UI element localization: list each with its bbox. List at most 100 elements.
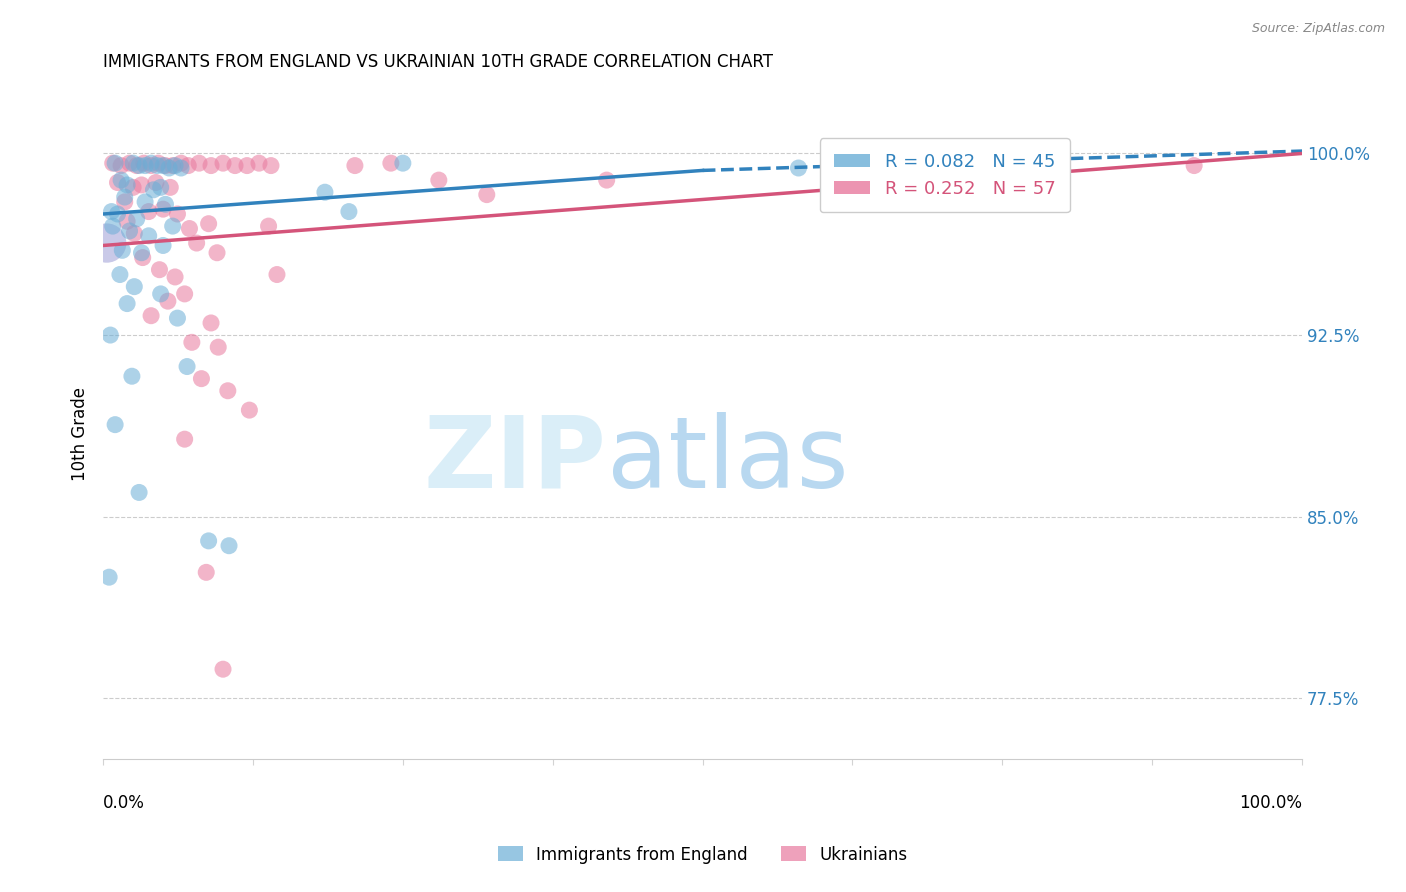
Point bbox=[98, 570, 121, 584]
Point bbox=[149, 286, 172, 301]
Point bbox=[207, 340, 229, 354]
Point bbox=[107, 207, 129, 221]
Point bbox=[427, 173, 450, 187]
Point bbox=[787, 161, 810, 175]
Point bbox=[195, 566, 218, 580]
Point bbox=[128, 485, 150, 500]
Point bbox=[157, 161, 180, 175]
Point bbox=[212, 156, 235, 170]
Text: atlas: atlas bbox=[606, 412, 848, 508]
Legend: R = 0.082   N = 45, R = 0.252   N = 57: R = 0.082 N = 45, R = 0.252 N = 57 bbox=[820, 138, 1070, 212]
Point bbox=[108, 268, 131, 282]
Legend: Immigrants from England, Ukrainians: Immigrants from England, Ukrainians bbox=[492, 839, 914, 871]
Point bbox=[162, 219, 184, 233]
Point bbox=[124, 279, 146, 293]
Point bbox=[197, 217, 219, 231]
Point bbox=[314, 185, 336, 199]
Point bbox=[121, 369, 143, 384]
Point bbox=[162, 159, 184, 173]
Point bbox=[100, 204, 122, 219]
Text: ZIP: ZIP bbox=[423, 412, 606, 508]
Point bbox=[149, 180, 172, 194]
Point bbox=[152, 238, 174, 252]
Point bbox=[125, 159, 148, 173]
Point bbox=[118, 224, 141, 238]
Point bbox=[165, 159, 187, 173]
Point bbox=[131, 251, 153, 265]
Point bbox=[134, 159, 156, 173]
Point bbox=[872, 178, 894, 192]
Point bbox=[197, 533, 219, 548]
Point bbox=[266, 268, 288, 282]
Point bbox=[148, 156, 170, 170]
Point bbox=[217, 384, 239, 398]
Point bbox=[124, 227, 146, 241]
Text: 100.0%: 100.0% bbox=[1239, 795, 1302, 813]
Point bbox=[190, 371, 212, 385]
Point bbox=[139, 159, 162, 173]
Point bbox=[114, 190, 136, 204]
Point bbox=[170, 161, 193, 175]
Point bbox=[101, 219, 124, 233]
Point bbox=[155, 159, 177, 173]
Text: 0.0%: 0.0% bbox=[103, 795, 145, 813]
Point bbox=[156, 294, 179, 309]
Point bbox=[224, 159, 246, 173]
Point bbox=[337, 204, 360, 219]
Point bbox=[247, 156, 270, 170]
Point bbox=[173, 286, 195, 301]
Point bbox=[1182, 159, 1205, 173]
Point bbox=[107, 176, 129, 190]
Point bbox=[159, 180, 181, 194]
Point bbox=[132, 156, 155, 170]
Point bbox=[176, 359, 198, 374]
Point bbox=[180, 335, 202, 350]
Point bbox=[148, 262, 170, 277]
Point bbox=[110, 159, 132, 173]
Text: Source: ZipAtlas.com: Source: ZipAtlas.com bbox=[1251, 22, 1385, 36]
Point bbox=[165, 269, 187, 284]
Point bbox=[134, 194, 156, 209]
Point bbox=[179, 221, 201, 235]
Point bbox=[212, 662, 235, 676]
Point bbox=[104, 417, 127, 432]
Point bbox=[166, 311, 188, 326]
Point bbox=[111, 244, 134, 258]
Point bbox=[343, 159, 366, 173]
Point bbox=[122, 156, 145, 170]
Point bbox=[166, 207, 188, 221]
Point bbox=[955, 156, 977, 170]
Point bbox=[115, 296, 138, 310]
Point bbox=[101, 156, 124, 170]
Point bbox=[177, 159, 200, 173]
Point bbox=[173, 432, 195, 446]
Point bbox=[236, 159, 259, 173]
Point bbox=[122, 180, 145, 194]
Point bbox=[118, 156, 141, 170]
Point bbox=[260, 159, 283, 173]
Point bbox=[142, 183, 165, 197]
Point bbox=[145, 176, 167, 190]
Point bbox=[392, 156, 415, 170]
Point bbox=[96, 235, 118, 250]
Point bbox=[238, 403, 260, 417]
Point bbox=[104, 156, 127, 170]
Y-axis label: 10th Grade: 10th Grade bbox=[72, 387, 89, 482]
Point bbox=[188, 156, 211, 170]
Point bbox=[380, 156, 402, 170]
Point bbox=[139, 309, 162, 323]
Point bbox=[205, 245, 228, 260]
Point bbox=[152, 202, 174, 216]
Point bbox=[146, 159, 169, 173]
Point bbox=[138, 228, 160, 243]
Point bbox=[114, 194, 136, 209]
Point bbox=[115, 178, 138, 192]
Point bbox=[115, 214, 138, 228]
Point bbox=[475, 187, 498, 202]
Point bbox=[155, 197, 177, 211]
Point bbox=[186, 235, 208, 250]
Point bbox=[218, 539, 240, 553]
Point bbox=[131, 178, 153, 192]
Point bbox=[139, 156, 162, 170]
Point bbox=[138, 204, 160, 219]
